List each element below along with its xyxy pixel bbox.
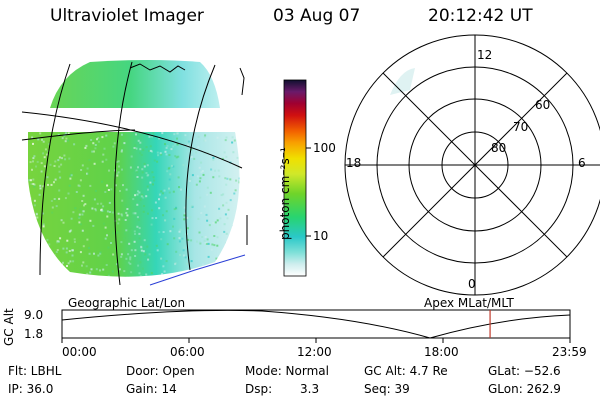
coastline: [149, 254, 246, 286]
lat-label-80: 80: [491, 141, 507, 155]
timeline-ylabel: GC Alt: [2, 308, 16, 346]
altitude-timeline: [61, 309, 571, 343]
ip-info: IP: 36.0: [8, 382, 54, 396]
meridian-line: [39, 63, 71, 276]
time-label: 20:12:42 UT: [428, 6, 533, 26]
geographic-image: [21, 60, 248, 286]
colorbar-tick-100: 100: [313, 141, 336, 155]
timeline-xtick-2359: 23:59: [552, 345, 587, 359]
polar-plot: [344, 34, 600, 296]
latitude-line: [21, 129, 136, 141]
aurora-top-region: [50, 60, 220, 108]
dsp-label: Dsp:: [245, 382, 273, 396]
glon-info: GLon: 262.9: [488, 382, 561, 396]
door-info: Door: Open: [126, 364, 195, 378]
date-label: 03 Aug 07: [273, 6, 361, 26]
coastline: [129, 63, 186, 73]
gc-alt-info: GC Alt: 4.7 Re: [364, 364, 448, 378]
mlt-label-6: 6: [578, 156, 586, 170]
lat-label-60: 60: [535, 98, 551, 112]
timeline-xtick-0000: 00:00: [62, 345, 97, 359]
glat-info: GLat: −52.6: [488, 364, 561, 378]
timeline-ytick-bottom: 1.8: [24, 327, 44, 341]
mode-info: Mode: Normal: [245, 364, 329, 378]
instrument-title: Ultraviolet Imager: [50, 6, 204, 26]
colorbar-tick-10: 10: [313, 229, 329, 243]
timeline-xtick-1800: 18:00: [424, 345, 459, 359]
apex-panel-label: Apex MLat/MLT: [424, 296, 514, 310]
lat-label-70: 70: [513, 120, 529, 134]
mlt-label-18: 18: [346, 156, 362, 170]
colorbar-scale: [283, 79, 307, 277]
seq-info: Seq: 39: [364, 382, 410, 396]
dsp-value: 3.3: [300, 382, 320, 396]
aurora-main-region: [28, 132, 240, 277]
colorbar: [283, 79, 311, 277]
polar-aurora-fragment: [390, 68, 415, 95]
timeline-frame: [61, 309, 571, 339]
geographic-panel-label: Geographic Lat/Lon: [68, 296, 186, 310]
latitude-line: [21, 111, 243, 169]
mlt-label-12: 12: [477, 48, 493, 62]
mlt-label-0: 0: [468, 277, 476, 291]
meridian-line: [185, 64, 216, 271]
colorbar-unit-label: photon cm⁻²s⁻¹: [278, 147, 292, 240]
timeline-xtick-0600: 06:00: [170, 345, 205, 359]
timeline-xtick-1200: 12:00: [297, 345, 332, 359]
filter-info: Flt: LBHL: [8, 364, 62, 378]
polar-diagonal: [382, 72, 568, 258]
coastline: [239, 67, 245, 96]
gain-info: Gain: 14: [126, 382, 177, 396]
timeline-ytick-top: 9.0: [24, 308, 44, 322]
meridian-line: [114, 61, 133, 286]
